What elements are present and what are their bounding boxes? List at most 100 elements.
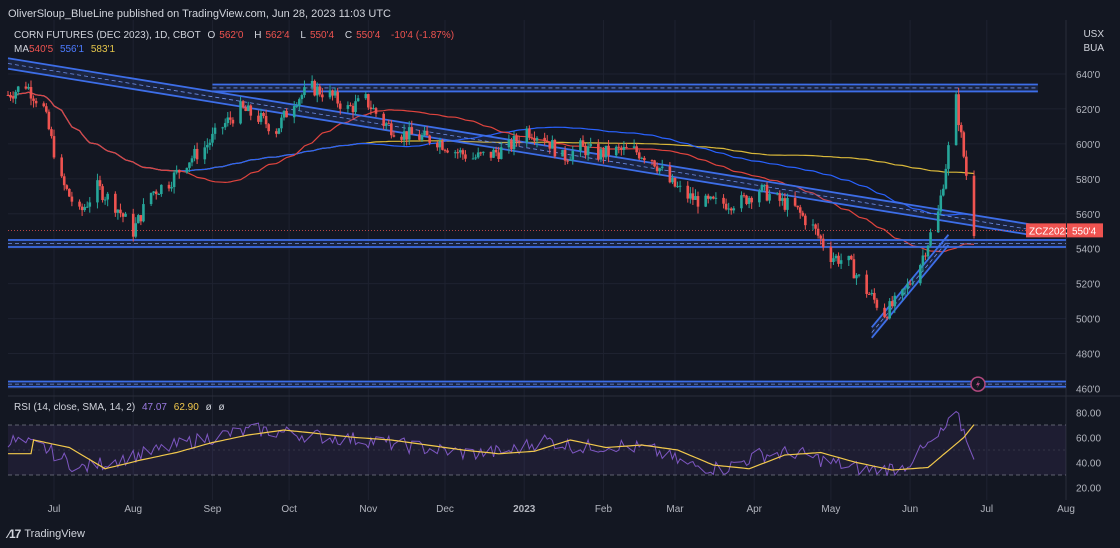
candle bbox=[96, 180, 99, 203]
candle bbox=[50, 129, 53, 137]
candle bbox=[65, 185, 69, 189]
price-tick-label: 460'0 bbox=[1076, 385, 1101, 396]
candle bbox=[944, 168, 948, 189]
candle bbox=[392, 135, 396, 137]
candle bbox=[282, 110, 286, 118]
candle bbox=[768, 194, 771, 201]
candle bbox=[517, 141, 521, 143]
candle bbox=[837, 255, 840, 264]
candle bbox=[883, 307, 886, 318]
candle bbox=[177, 169, 181, 173]
candle bbox=[729, 208, 733, 211]
candle bbox=[321, 94, 324, 98]
candle bbox=[740, 195, 743, 209]
candle bbox=[267, 124, 270, 132]
ma-legend[interactable]: MA540'5 556'1 583'1 bbox=[14, 44, 119, 55]
candle bbox=[70, 196, 74, 202]
candle bbox=[959, 125, 963, 133]
candle bbox=[407, 127, 411, 140]
candle bbox=[962, 132, 966, 157]
candle bbox=[88, 202, 92, 207]
candle bbox=[804, 215, 807, 226]
candle bbox=[223, 123, 227, 128]
candle bbox=[530, 137, 534, 139]
candle bbox=[275, 131, 278, 134]
volume-unit: BUA bbox=[1083, 43, 1104, 54]
candle bbox=[349, 105, 352, 107]
candle bbox=[52, 136, 56, 158]
candle bbox=[747, 197, 751, 204]
candle bbox=[262, 112, 265, 116]
candle bbox=[694, 196, 697, 200]
candle bbox=[16, 86, 20, 92]
price-tick-label: 520'0 bbox=[1076, 280, 1101, 291]
price-tick-label: 500'0 bbox=[1076, 315, 1101, 326]
candle bbox=[333, 91, 337, 96]
candle bbox=[924, 255, 927, 257]
candle bbox=[298, 99, 301, 106]
candle bbox=[277, 128, 281, 134]
candle bbox=[80, 206, 84, 211]
rsi-legend[interactable]: RSI (14, close, SMA, 14, 2) 47.07 62.90 … bbox=[14, 402, 229, 413]
time-tick-label: Dec bbox=[436, 504, 454, 515]
candle bbox=[852, 259, 856, 279]
candle bbox=[318, 86, 322, 95]
candle bbox=[906, 283, 909, 289]
candle bbox=[257, 115, 260, 122]
candle bbox=[850, 255, 853, 260]
candle bbox=[571, 150, 575, 160]
candle bbox=[954, 94, 958, 146]
candle bbox=[47, 111, 51, 130]
time-tick-label: Aug bbox=[124, 504, 142, 515]
candle bbox=[867, 293, 871, 295]
candle bbox=[423, 130, 426, 136]
candle bbox=[208, 142, 212, 146]
candle bbox=[637, 152, 641, 159]
candle bbox=[241, 101, 245, 108]
candle bbox=[382, 113, 385, 126]
time-tick-label: Jul bbox=[48, 504, 61, 515]
ma3-value: 583'1 bbox=[90, 44, 116, 55]
candle bbox=[635, 146, 638, 153]
candle bbox=[264, 115, 268, 125]
candle bbox=[384, 123, 388, 126]
candle bbox=[919, 265, 922, 284]
candle bbox=[420, 135, 424, 140]
candle bbox=[548, 141, 552, 149]
symbol-legend: CORN FUTURES (DEC 2023), 1D, CBOT O 562'0… bbox=[14, 30, 458, 41]
candle bbox=[821, 238, 825, 247]
candle bbox=[671, 177, 674, 183]
candle bbox=[499, 147, 503, 159]
candle bbox=[425, 130, 429, 136]
candle bbox=[832, 258, 835, 263]
candle bbox=[890, 301, 894, 307]
candle bbox=[32, 98, 35, 101]
candle bbox=[673, 177, 677, 187]
candle bbox=[14, 91, 17, 99]
candle bbox=[801, 212, 805, 216]
candle bbox=[134, 223, 138, 237]
candle bbox=[400, 136, 403, 140]
candle bbox=[819, 235, 822, 239]
candle bbox=[650, 160, 654, 162]
price-axis[interactable]: 640'0 620'0 600'0 580'0 560'0 540'0 520'0 500'0… bbox=[1076, 70, 1101, 396]
candle bbox=[185, 167, 189, 173]
candles bbox=[6, 75, 976, 321]
alert-icon[interactable] bbox=[970, 376, 986, 392]
candle bbox=[60, 157, 63, 177]
candle bbox=[103, 199, 107, 201]
candle bbox=[244, 107, 247, 111]
candle bbox=[732, 208, 736, 211]
candle bbox=[351, 105, 355, 113]
tradingview-logo[interactable]: ⁄17 TradingView bbox=[8, 527, 85, 541]
candle bbox=[229, 117, 232, 120]
time-axis[interactable]: Jul Aug Sep Oct Nov Dec 2023 Feb Mar Apr May Jun Jul… bbox=[48, 504, 1075, 515]
candle bbox=[561, 150, 564, 157]
candle bbox=[119, 209, 122, 214]
rsi-tick-label: 60.00 bbox=[1076, 434, 1101, 445]
candle bbox=[494, 149, 498, 153]
symbol-name[interactable]: CORN FUTURES (DEC 2023), 1D, CBOT bbox=[14, 30, 201, 41]
rsi-tick-label: 20.00 bbox=[1076, 484, 1101, 495]
candle bbox=[45, 106, 48, 112]
candle bbox=[811, 224, 815, 226]
